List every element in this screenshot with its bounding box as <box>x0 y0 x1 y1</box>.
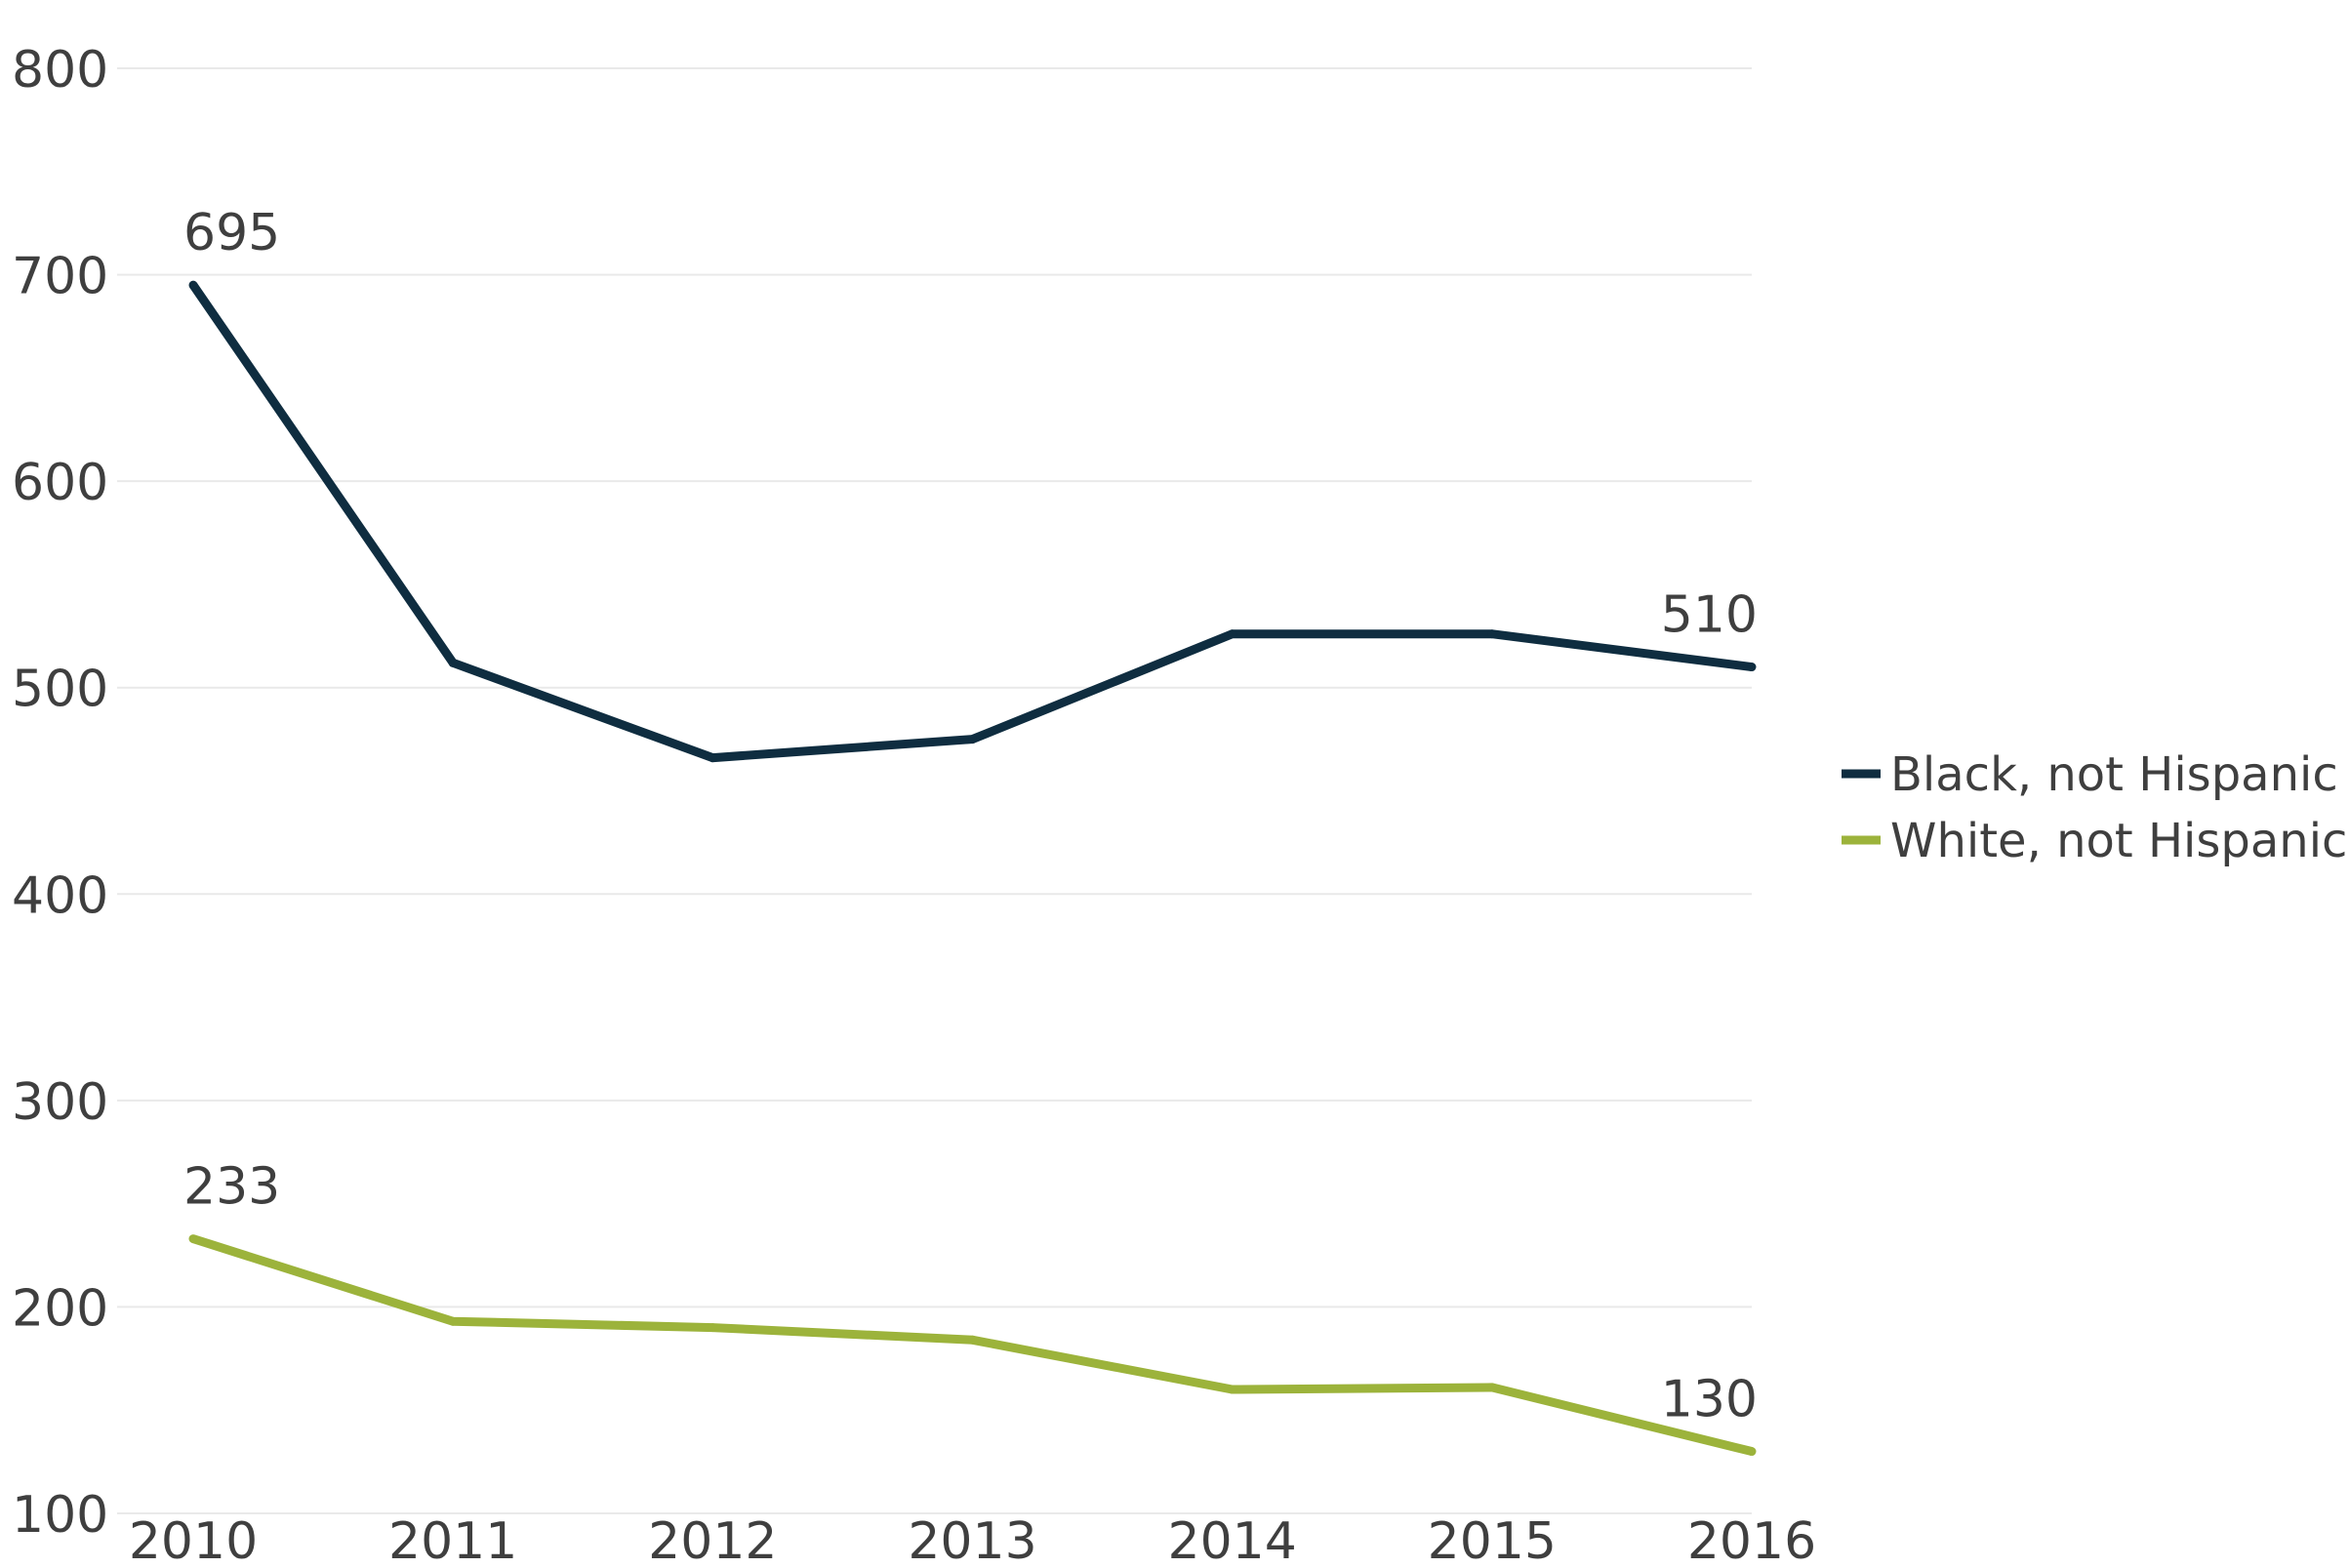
data-point <box>1228 1385 1237 1394</box>
y-tick-label: 100 <box>12 1486 108 1545</box>
legend: Black, not Hispanic White, not Hispanic <box>1842 747 2347 868</box>
x-tick-label: 2016 <box>1687 1512 1816 1568</box>
y-tick-label: 700 <box>12 248 108 306</box>
data-point <box>1228 629 1237 639</box>
data-point <box>448 658 458 667</box>
data-point <box>968 735 977 744</box>
legend-label: Black, not Hispanic <box>1890 747 2338 802</box>
x-axis-ticks: 2010 2011 2012 2013 2014 2015 2016 <box>129 1512 1816 1568</box>
data-point <box>188 280 198 290</box>
data-label: 233 <box>183 1158 280 1217</box>
legend-label: White, not Hispanic <box>1890 814 2347 868</box>
data-point <box>968 1335 977 1345</box>
data-point <box>1747 1447 1757 1457</box>
data-label: 695 <box>183 204 280 262</box>
data-point <box>1487 629 1497 639</box>
y-tick-label: 600 <box>12 454 108 512</box>
x-tick-label: 2010 <box>129 1512 258 1568</box>
y-tick-label: 800 <box>12 41 108 100</box>
data-label: 510 <box>1661 586 1758 645</box>
y-tick-label: 200 <box>12 1279 108 1338</box>
data-labels: 695 510 233 130 <box>183 204 1758 1428</box>
y-axis-ticks: 100 200 300 400 500 600 700 800 <box>12 41 108 1545</box>
x-tick-label: 2014 <box>1167 1512 1296 1568</box>
x-tick-label: 2011 <box>388 1512 517 1568</box>
data-point <box>708 753 717 763</box>
data-point <box>708 1323 717 1333</box>
x-tick-label: 2013 <box>908 1512 1036 1568</box>
data-point <box>1487 1383 1497 1392</box>
data-label: 130 <box>1661 1371 1758 1429</box>
y-tick-label: 400 <box>12 866 108 925</box>
x-tick-label: 2015 <box>1428 1512 1557 1568</box>
series-lines <box>188 280 1757 1457</box>
y-tick-label: 300 <box>12 1073 108 1132</box>
y-tick-label: 500 <box>12 661 108 719</box>
data-point <box>1747 663 1757 672</box>
data-point <box>188 1234 198 1244</box>
data-point <box>448 1316 458 1326</box>
gridlines <box>117 67 1752 1514</box>
x-tick-label: 2012 <box>648 1512 777 1568</box>
series-line-white-not-hispanic <box>191 1234 1754 1456</box>
